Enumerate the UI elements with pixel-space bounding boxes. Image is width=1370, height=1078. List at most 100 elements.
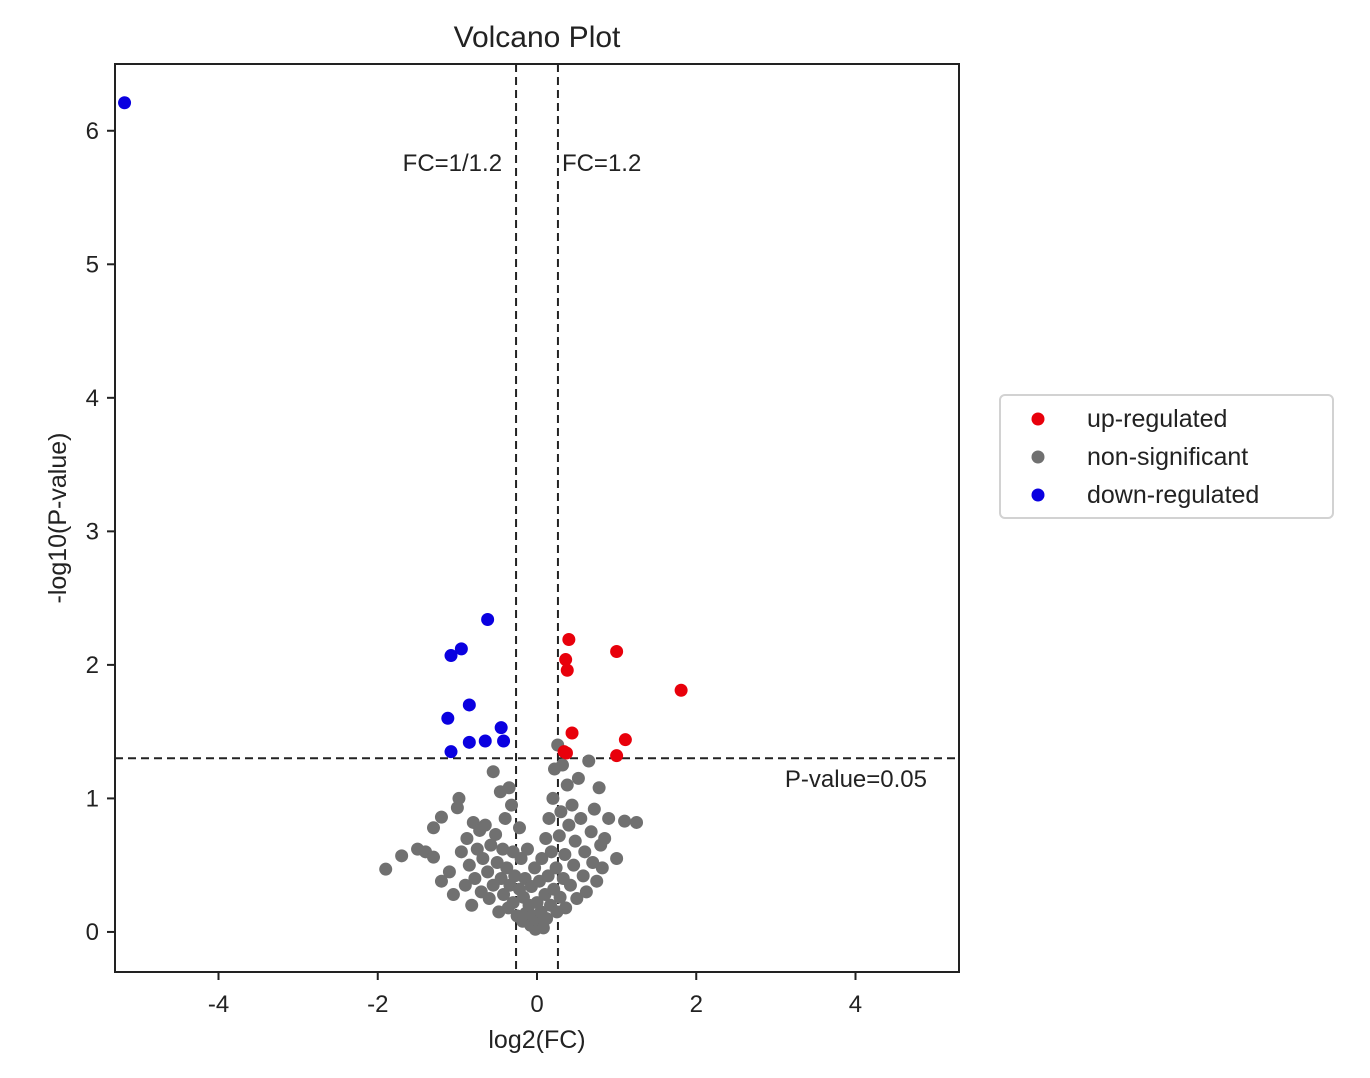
non-significant-point [610,852,624,865]
down-regulated-point [441,711,455,725]
non-significant-point [506,896,520,910]
down-regulated-point [462,698,476,712]
non-significant-point [512,821,526,835]
y-tick-label: 4 [86,385,99,412]
non-significant-point [582,754,596,768]
y-tick-label: 3 [86,518,99,545]
plot-area: FC=1/1.2 FC=1.2 P-value=0.05 [114,63,960,973]
non-significant-point [567,858,581,872]
up-regulated-point [610,645,624,659]
non-significant-point [584,825,598,839]
non-significant-point [496,842,510,856]
down-regulated-point [478,734,492,748]
non-significant-point [586,856,600,870]
non-significant-point [434,810,448,824]
down-regulated-point [462,735,476,749]
non-significant-point [559,901,573,915]
non-significant-point [571,771,585,785]
x-tick-label: 2 [690,991,703,1018]
non-significant-point [486,765,500,779]
non-significant-point [546,791,560,805]
legend-marker-non-significant [1031,450,1045,464]
non-significant-point [481,865,495,879]
non-significant-point [379,862,393,876]
x-axis-ticks: -4 -2 0 2 4 [208,972,862,1018]
non-significant-point [497,888,511,902]
non-significant-point [544,845,558,859]
x-tick-label: 0 [530,991,543,1018]
down-regulated-point [494,721,508,735]
up-regulated-point [565,726,579,740]
non-significant-point [595,861,609,875]
non-significant-point [482,892,496,906]
non-significant-point [465,898,479,912]
down-regulated-point [444,745,458,759]
non-significant-point [562,818,576,832]
up-regulated-point [559,746,573,760]
non-significant-point [468,872,482,886]
down-regulated-point [454,642,468,656]
down-regulated-point [444,649,458,663]
non-significant-point [578,845,592,859]
non-significant-point [460,831,474,845]
down-regulated-point [497,734,511,748]
non-significant-point [426,850,440,864]
non-significant-point [502,781,516,795]
non-significant-point [489,827,503,841]
non-significant-point [554,805,568,819]
non-significant-point [555,758,569,772]
x-tick-label: -4 [208,991,229,1018]
non-significant-point [434,874,448,888]
non-significant-point [528,861,542,875]
non-significant-point [565,798,579,812]
y-tick-label: 0 [86,919,99,946]
non-significant-point [462,858,476,872]
legend-label-non-significant: non-significant [1087,443,1248,471]
non-significant-point [549,861,563,875]
non-significant-point [552,829,566,843]
non-significant-point [563,878,577,892]
up-regulated-point [610,749,624,763]
non-significant-point [395,849,409,863]
fc-threshold-label-0: FC=1/1.2 [403,150,502,177]
non-significant-point [470,842,484,856]
up-regulated-point [560,663,574,677]
non-significant-point [505,798,519,812]
non-significant-point [442,865,456,879]
non-significant-point [574,811,588,825]
non-significant-point [558,847,572,861]
non-significant-point [426,821,440,835]
non-significant-point [592,781,606,795]
up-regulated-point [559,653,573,667]
y-tick-label: 2 [86,652,99,679]
non-significant-point [508,869,522,883]
y-tick-label: 5 [86,251,99,278]
non-significant-point [570,892,584,906]
non-significant-point [587,802,601,816]
fc-threshold-label-1: FC=1.2 [562,150,641,177]
chart-title: Volcano Plot [454,21,621,54]
non-significant-point [490,856,504,870]
legend-marker-up-regulated [1031,412,1045,426]
x-axis-label: log2(FC) [488,1026,585,1054]
non-significant-point [542,811,556,825]
threshold-annotations: FC=1/1.2 FC=1.2 P-value=0.05 [403,150,927,793]
non-significant-point [568,834,582,848]
up-regulated-point [618,733,632,747]
x-tick-label: 4 [849,991,862,1018]
non-significant-point [498,811,512,825]
non-significant-point [478,818,492,832]
non-significant-point [446,888,460,902]
non-significant-point [630,815,644,829]
non-significant-point [535,852,549,865]
non-significant-point [541,869,555,883]
non-significant-point [618,814,632,828]
down-regulated-point [118,96,132,110]
data-points [118,96,688,936]
down-regulated-point [481,612,495,626]
non-significant-point [560,778,574,792]
up-regulated-point [562,633,576,647]
non-significant-point [452,791,466,805]
legend-label-down-regulated: down-regulated [1087,481,1259,509]
